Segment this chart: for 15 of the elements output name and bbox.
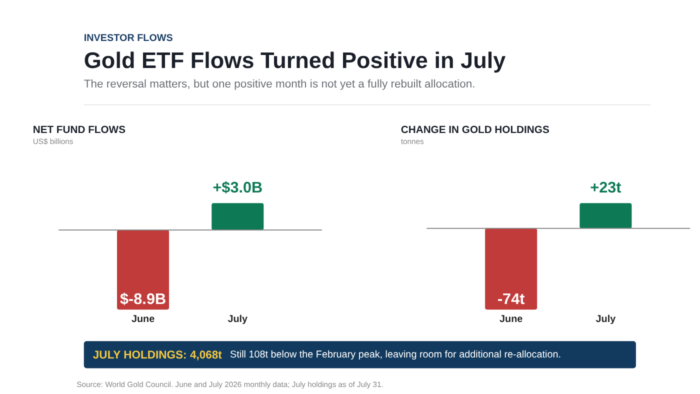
data-label: +$3.0B [212,179,263,196]
x-tick-label: July [228,314,248,325]
text: The reversal matters, but one positive month is not yet a fully rebuilt allocation. [84,78,476,91]
text: JULY HOLDINGS: 4,068t [92,349,222,362]
text: INVESTOR FLOWS [84,32,174,44]
data-label: -74t [497,291,525,308]
chart-title: CHANGE IN GOLD HOLDINGS [400,124,550,136]
x-tick-label: June [131,314,156,325]
x-tick-label: July [596,314,616,325]
text: Still 108t below the February peak, leaving room for additional re-allocation. [230,349,561,360]
x-tick-label: June [500,314,524,325]
data-label: +23t [590,179,622,196]
data-label: $-8.9B [120,291,166,308]
chart-title: NET FUND FLOWS [32,124,126,136]
text: Gold ETF Flows Turned Positive in July [84,48,506,73]
